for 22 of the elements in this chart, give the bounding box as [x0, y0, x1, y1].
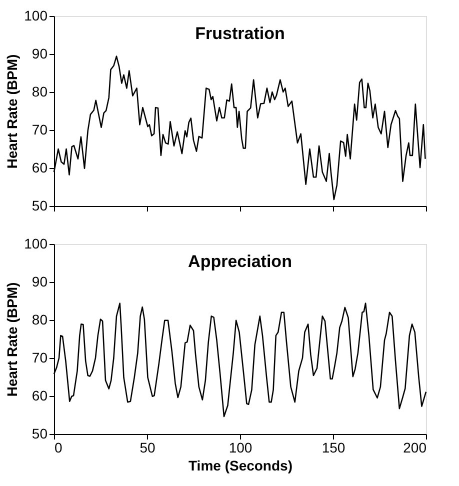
- y-axis-title: Heart Rate (BPM): [4, 282, 20, 397]
- y-tick-label: 80: [32, 84, 48, 100]
- x-axis-title: Time (Seconds): [188, 458, 292, 474]
- y-tick-label: 60: [32, 160, 48, 176]
- y-tick-label: 90: [32, 274, 48, 290]
- x-tick-label: 150: [322, 440, 346, 456]
- chart-title: Frustration: [195, 24, 285, 43]
- y-tick-label: 100: [24, 236, 48, 252]
- y-tick-label: 50: [32, 426, 48, 442]
- y-tick-label: 90: [32, 46, 48, 62]
- x-tick-label: 100: [228, 440, 252, 456]
- y-axis-title: Heart Rate (BPM): [4, 54, 20, 169]
- y-tick-label: 70: [32, 350, 48, 366]
- x-tick-label: 200: [403, 440, 427, 456]
- x-tick-label: 50: [140, 440, 156, 456]
- y-tick-label: 70: [32, 122, 48, 138]
- y-tick-label: 60: [32, 388, 48, 404]
- y-tick-label: 50: [32, 198, 48, 214]
- chart-title: Appreciation: [188, 252, 292, 271]
- y-tick-label: 100: [24, 8, 48, 24]
- x-tick-label: 0: [54, 440, 62, 456]
- y-tick-label: 80: [32, 312, 48, 328]
